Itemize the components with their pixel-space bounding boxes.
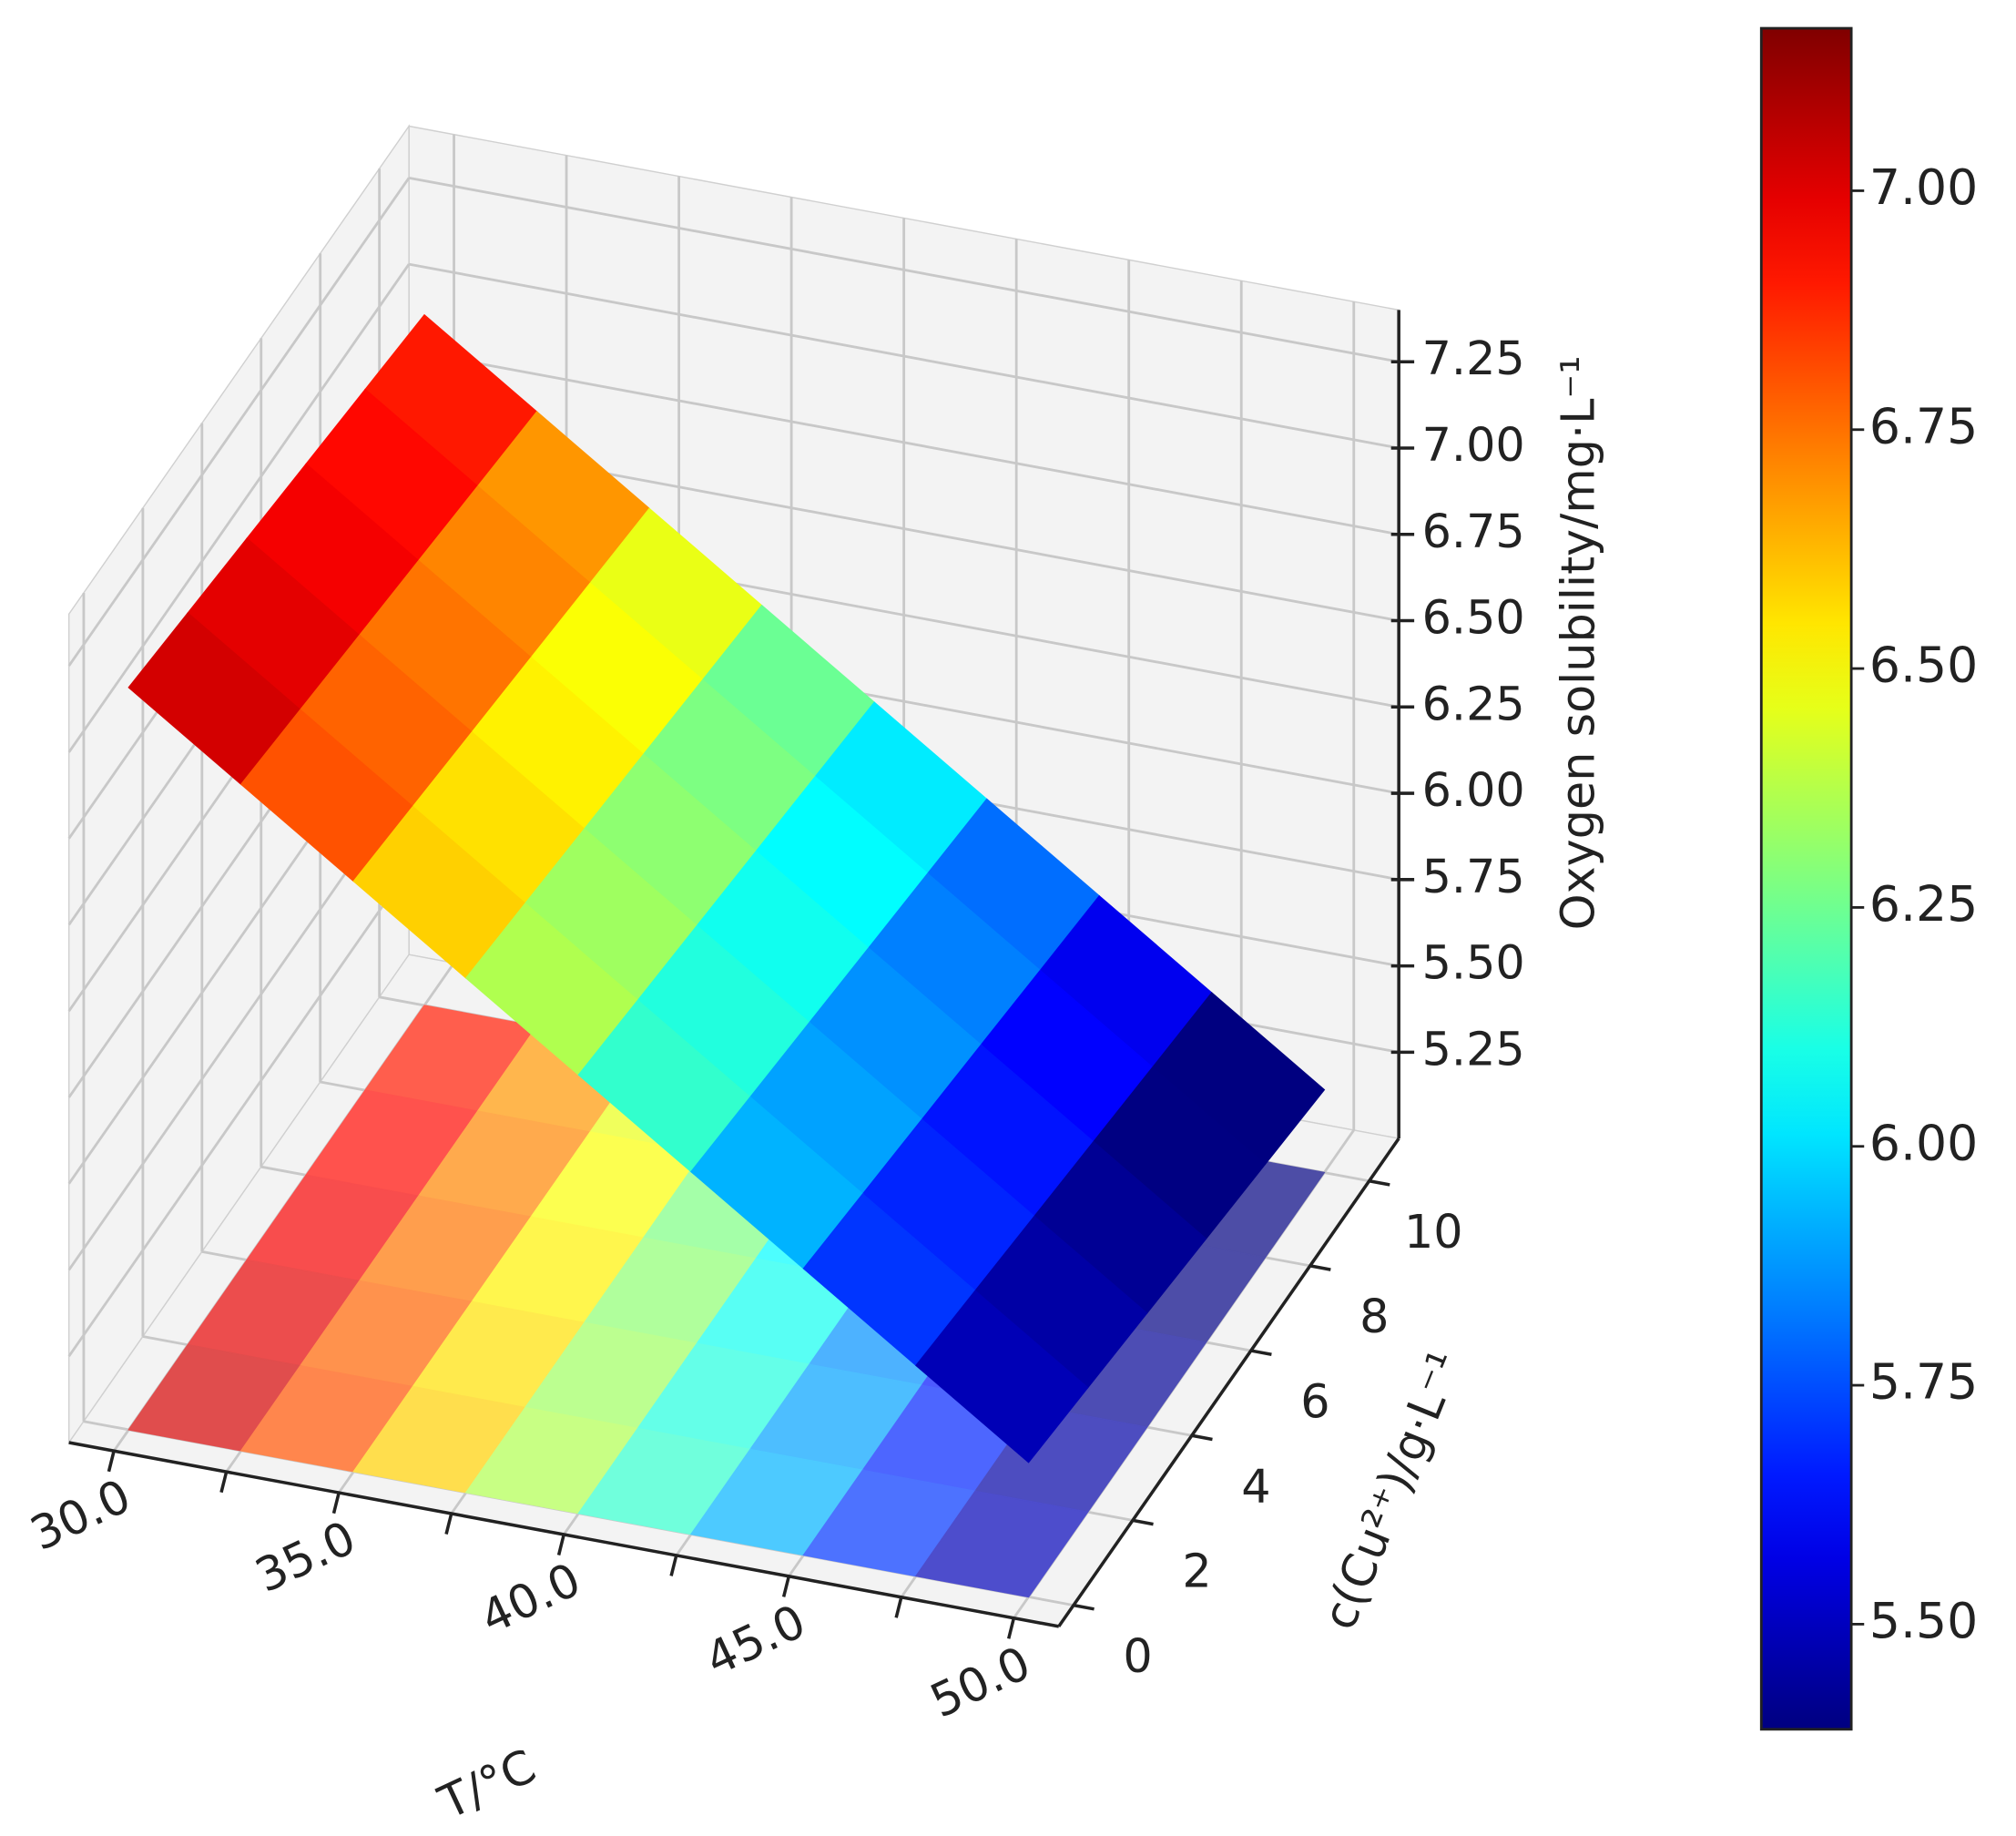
grid-line <box>408 262 1400 450</box>
z-tick-label: 5.25 <box>1422 1022 1525 1076</box>
x-tick <box>669 1555 678 1576</box>
grid-line <box>408 349 1400 536</box>
y-tick-label: 8 <box>1359 1290 1389 1343</box>
colorbar-tick-label: 7.00 <box>1869 158 1978 216</box>
grid-line <box>67 177 411 667</box>
x-tick-label: 45.0 <box>697 1594 813 1686</box>
x-tick <box>781 1576 791 1597</box>
x-tick <box>107 1450 116 1473</box>
y-tick-label: 4 <box>1241 1460 1270 1514</box>
z-tick-label: 6.75 <box>1422 505 1525 558</box>
z-tick-label: 5.50 <box>1422 936 1525 990</box>
z-tick-label: 7.00 <box>1422 418 1525 472</box>
z-tick-label: 6.25 <box>1422 677 1525 730</box>
colorbar-tick-label: 6.75 <box>1869 397 1978 454</box>
colorbar-tick-label: 6.00 <box>1869 1114 1978 1171</box>
x-tick <box>556 1534 565 1556</box>
colorbar-tick-label: 5.75 <box>1869 1353 1978 1411</box>
axis-line <box>1057 1137 1400 1627</box>
grid-line <box>408 176 1400 363</box>
x-tick-label: 30.0 <box>23 1469 138 1561</box>
x-axis-label: T/°C <box>430 1739 544 1830</box>
z-tick-label: 7.25 <box>1422 332 1525 385</box>
colorbar-tick-label: 6.25 <box>1869 875 1978 933</box>
y-tick-label: 2 <box>1182 1545 1211 1598</box>
y-tick <box>1132 1518 1154 1526</box>
colorbar <box>1759 26 1853 1731</box>
surface-patch <box>915 1290 1089 1464</box>
x-tick <box>444 1513 453 1535</box>
x-tick <box>219 1471 229 1494</box>
y-tick <box>1191 1433 1213 1442</box>
y-tick-label: 10 <box>1404 1205 1463 1259</box>
z-tick-label: 6.50 <box>1422 591 1525 645</box>
y-axis-label: c(Cu²⁺)/g·L⁻¹ <box>1312 1343 1472 1637</box>
z-tick-label: 6.00 <box>1422 763 1525 817</box>
y-tick-label: 0 <box>1123 1629 1152 1683</box>
floor-contour <box>914 1490 1089 1598</box>
y-tick <box>1369 1178 1390 1187</box>
x-tick-label: 40.0 <box>473 1553 588 1645</box>
grid-line <box>67 263 411 753</box>
x-tick-label: 50.0 <box>922 1636 1038 1728</box>
y-tick <box>1073 1603 1095 1611</box>
z-axis-label: Oxygen solubility/mg·L⁻¹ <box>1552 355 1605 930</box>
z-tick-label: 5.75 <box>1422 850 1525 903</box>
grid-line <box>67 867 411 1358</box>
y-tick-label: 6 <box>1300 1374 1329 1428</box>
y-tick <box>1250 1349 1272 1357</box>
y-tick <box>1309 1264 1331 1271</box>
x-tick-label: 35.0 <box>248 1511 363 1603</box>
x-tick <box>1006 1617 1016 1639</box>
x-tick <box>331 1492 341 1515</box>
colorbar-tick-label: 5.50 <box>1869 1592 1978 1649</box>
colorbar-tick-label: 6.50 <box>1869 637 1978 694</box>
x-tick <box>894 1596 903 1618</box>
